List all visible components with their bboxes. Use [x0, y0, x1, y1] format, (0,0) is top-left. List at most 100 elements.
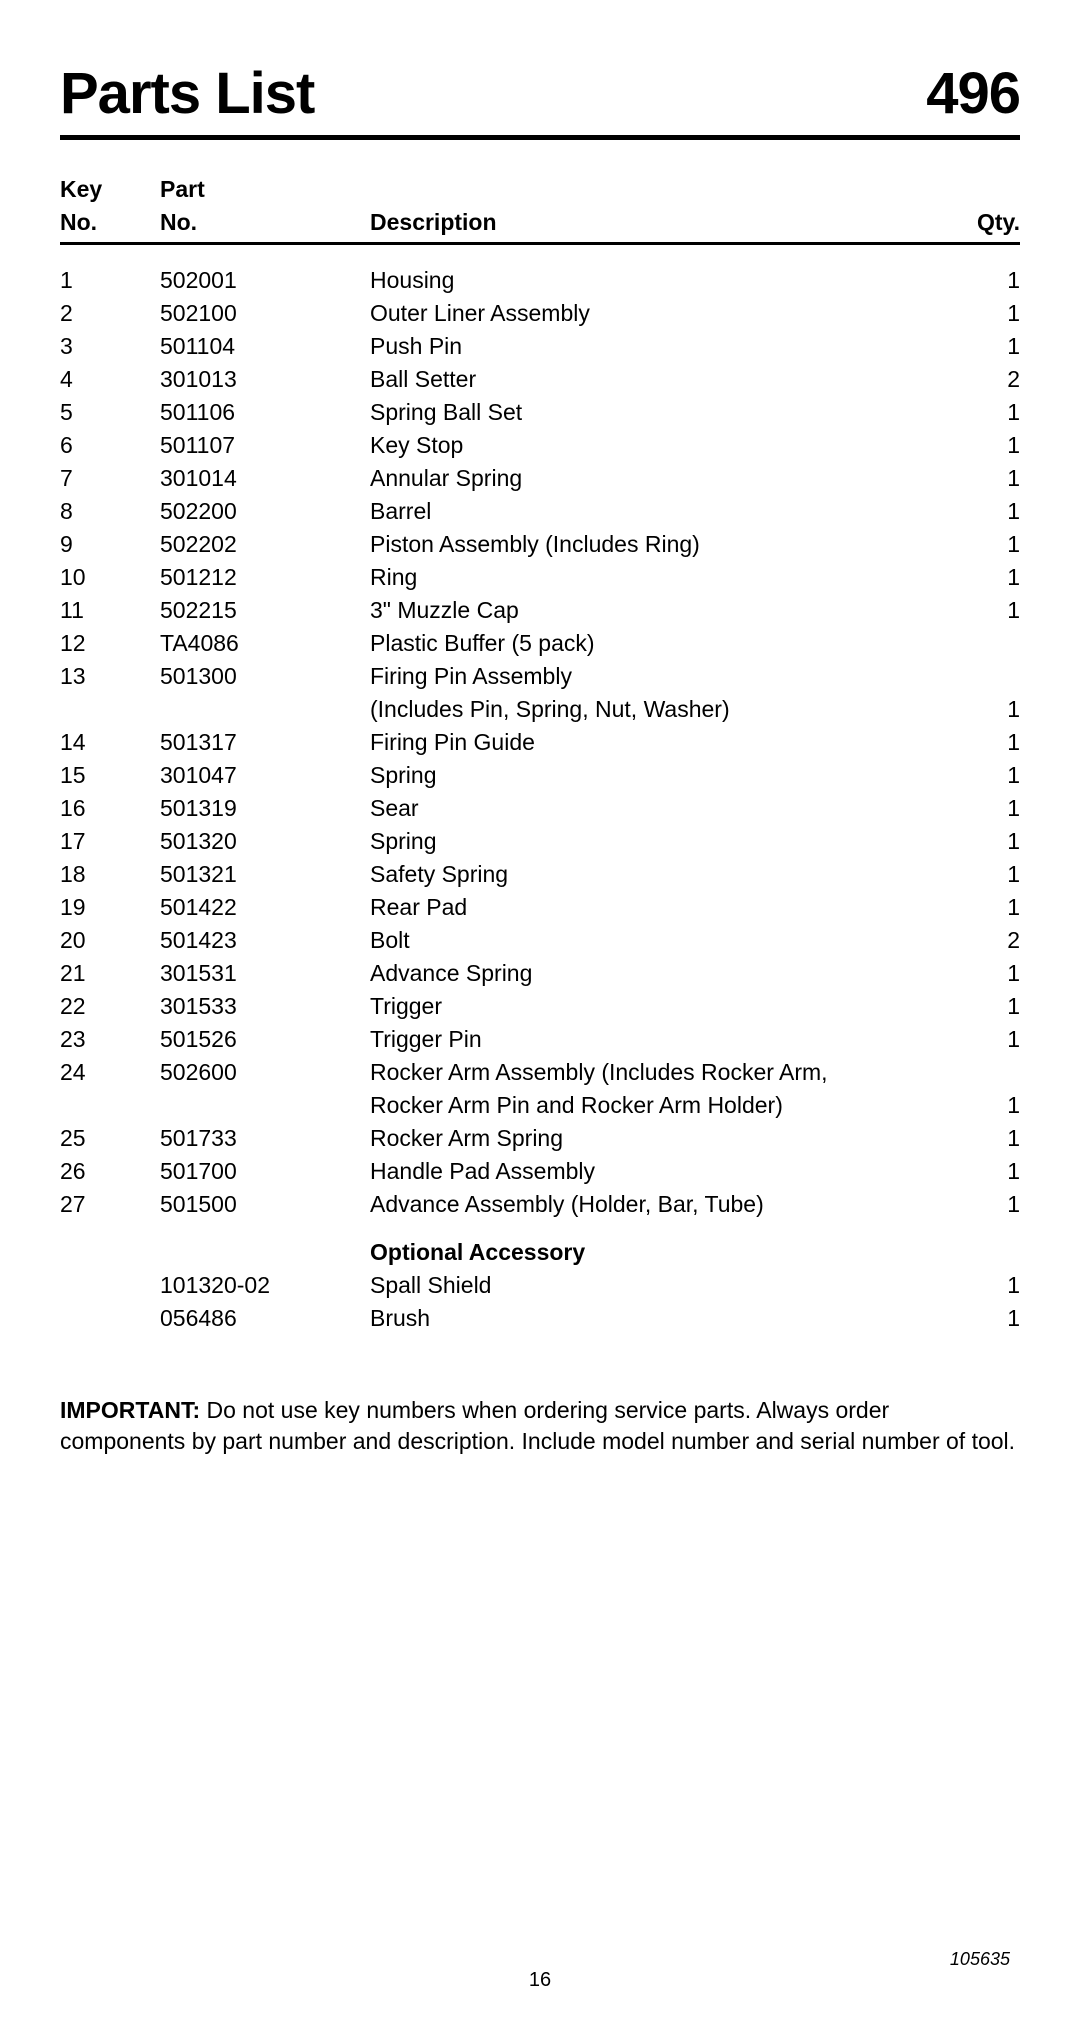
parts-table-body: 1502001Housing1 2 502100Outer Liner Assemb… — [60, 244, 1020, 1335]
table-header: Key Part No. No. Description Qty. — [60, 176, 1020, 244]
cell-qty: 1 — [960, 858, 1020, 891]
table-row: 23501526Trigger Pin1 — [60, 1023, 1020, 1056]
cell-part: 501422 — [160, 891, 370, 924]
table-row: 26501700Handle Pad Assembly1 — [60, 1155, 1020, 1188]
table-row: 18501321Safety Spring1 — [60, 858, 1020, 891]
cell-key: 21 — [60, 957, 160, 990]
cell-desc: Plastic Buffer (5 pack) — [370, 627, 960, 660]
table-row: 12TA4086Plastic Buffer (5 pack) — [60, 627, 1020, 660]
cell-qty — [960, 660, 1020, 693]
cell-key: 13 — [60, 660, 160, 693]
cell-key: 16 — [60, 792, 160, 825]
cell-desc: Spring Ball Set — [370, 396, 960, 429]
table-row: 21301531Advance Spring1 — [60, 957, 1020, 990]
col-desc: Description — [370, 209, 960, 244]
cell-desc: Handle Pad Assembly — [370, 1155, 960, 1188]
table-row: 19501422Rear Pad1 — [60, 891, 1020, 924]
table-row: 101320-02Spall Shield1 — [60, 1269, 1020, 1302]
cell-key: 11 — [60, 594, 160, 627]
cell-part: 501733 — [160, 1122, 370, 1155]
cell-qty: 1 — [960, 726, 1020, 759]
table-row: 1502001Housing1 — [60, 264, 1020, 297]
cell-key: 9 — [60, 528, 160, 561]
cell-qty: 1 — [960, 561, 1020, 594]
table-row: 3501104Push Pin1 — [60, 330, 1020, 363]
cell-desc: Piston Assembly (Includes Ring) — [370, 528, 960, 561]
cell-key: 20 — [60, 924, 160, 957]
table-row: 15301047Spring1 — [60, 759, 1020, 792]
page-header: Parts List 496 — [60, 60, 1020, 140]
cell-desc: Annular Spring — [370, 462, 960, 495]
col-qty: Qty. — [960, 209, 1020, 244]
cell-part: TA4086 — [160, 627, 370, 660]
table-row: 25501733Rocker Arm Spring1 — [60, 1122, 1020, 1155]
cell-desc: Spall Shield — [370, 1269, 960, 1302]
cell-part: 301014 — [160, 462, 370, 495]
cell-qty: 1 — [960, 396, 1020, 429]
parts-table: Key Part No. No. Description Qty. 150200… — [60, 176, 1020, 1335]
model-number: 496 — [926, 60, 1020, 127]
cell-part: 502215 — [160, 594, 370, 627]
cell-qty: 1 — [960, 1269, 1020, 1302]
cell-qty: 1 — [960, 264, 1020, 297]
cell-part: 501317 — [160, 726, 370, 759]
table-row: 17501320Spring1 — [60, 825, 1020, 858]
cell-desc: Spring — [370, 759, 960, 792]
cell-desc: Advance Spring — [370, 957, 960, 990]
cell-key: 27 — [60, 1188, 160, 1221]
cell-qty: 2 — [960, 363, 1020, 396]
cell-key: 24 — [60, 1056, 160, 1089]
cell-desc: Rocker Arm Assembly (Includes Rocker Arm… — [370, 1056, 960, 1089]
table-row: 8502200Barrel1 — [60, 495, 1020, 528]
note-label: IMPORTANT: — [60, 1397, 200, 1423]
cell-qty: 1 — [960, 297, 1020, 330]
cell-part: 501106 — [160, 396, 370, 429]
cell-desc: Trigger — [370, 990, 960, 1023]
cell-part: 301047 — [160, 759, 370, 792]
cell-part: 501212 — [160, 561, 370, 594]
cell-qty — [960, 1056, 1020, 1089]
table-row: 20501423Bolt2 — [60, 924, 1020, 957]
cell-qty: 2 — [960, 924, 1020, 957]
col-desc-blank — [370, 176, 960, 209]
cell-part: 501526 — [160, 1023, 370, 1056]
cell-qty: 1 — [960, 1089, 1020, 1122]
cell-qty: 1 — [960, 528, 1020, 561]
cell-qty: 1 — [960, 594, 1020, 627]
cell-desc: Sear — [370, 792, 960, 825]
cell-part: 056486 — [160, 1302, 370, 1335]
cell-part — [160, 693, 370, 726]
table-row: (Includes Pin, Spring, Nut, Washer)1 — [60, 693, 1020, 726]
cell-part: 501423 — [160, 924, 370, 957]
cell-qty: 1 — [960, 792, 1020, 825]
optional-accessory-heading-row: Optional Accessory — [60, 1221, 1020, 1269]
cell-key: 19 — [60, 891, 160, 924]
cell-part: 502100 — [160, 297, 370, 330]
cell-part: 501300 — [160, 660, 370, 693]
table-row: 27501500Advance Assembly (Holder, Bar, T… — [60, 1188, 1020, 1221]
cell-desc: Barrel — [370, 495, 960, 528]
cell-desc: Key Stop — [370, 429, 960, 462]
cell-key: 6 — [60, 429, 160, 462]
cell-part: 502200 — [160, 495, 370, 528]
col-key-line1: Key — [60, 176, 160, 209]
cell-qty: 1 — [960, 462, 1020, 495]
cell-key — [60, 1269, 160, 1302]
table-row: 6501107Key Stop1 — [60, 429, 1020, 462]
cell-part: 301013 — [160, 363, 370, 396]
cell-qty: 1 — [960, 957, 1020, 990]
cell-desc: Outer Liner Assembly — [370, 297, 960, 330]
table-row: 16501319Sear1 — [60, 792, 1020, 825]
cell-desc: (Includes Pin, Spring, Nut, Washer) — [370, 693, 960, 726]
table-row: 22301533Trigger1 — [60, 990, 1020, 1023]
cell-qty: 1 — [960, 495, 1020, 528]
cell-desc: Spring — [370, 825, 960, 858]
parts-table-wrapper: Key Part No. No. Description Qty. 150200… — [60, 176, 1020, 1335]
table-row: 4301013Ball Setter2 — [60, 363, 1020, 396]
col-part-line2: No. — [160, 209, 370, 244]
cell-key: 17 — [60, 825, 160, 858]
table-row: 9502202Piston Assembly (Includes Ring)1 — [60, 528, 1020, 561]
table-row: 24502600Rocker Arm Assembly (Includes Ro… — [60, 1056, 1020, 1089]
cell-desc: Firing Pin Assembly — [370, 660, 960, 693]
cell-part: 501500 — [160, 1188, 370, 1221]
